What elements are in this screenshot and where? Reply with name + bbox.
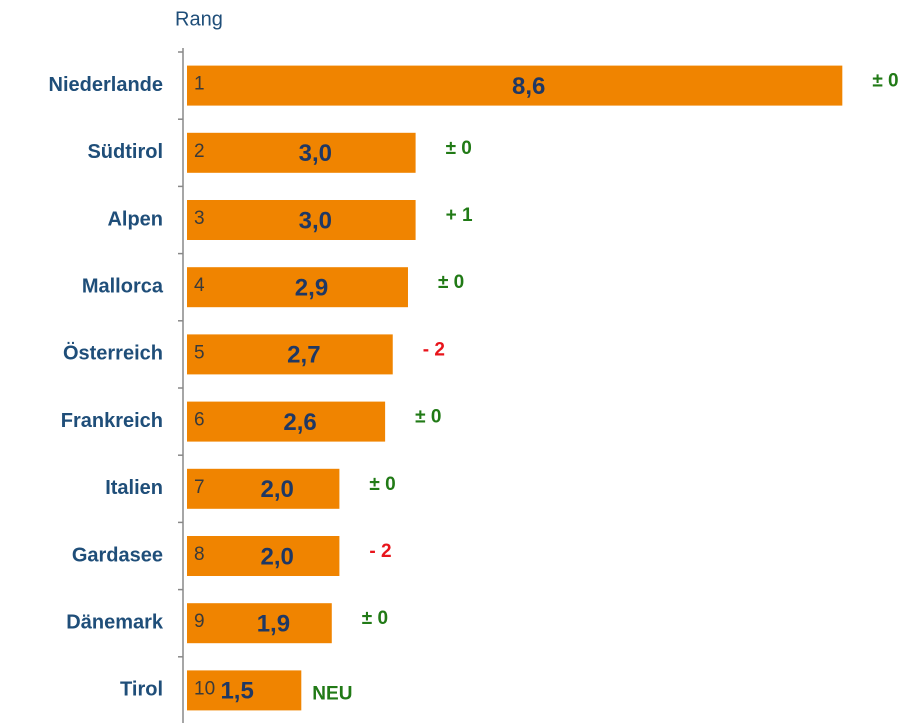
rank-label: 4 (194, 275, 205, 296)
category-label: Italien (105, 477, 163, 499)
rank-label: 5 (194, 342, 205, 363)
category-label: Frankreich (61, 410, 163, 432)
rank-label: 8 (194, 544, 205, 565)
rank-label: 3 (194, 208, 205, 229)
value-label: 1,9 (257, 611, 290, 638)
category-label: Niederlande (49, 74, 163, 96)
change-label: ± 0 (415, 407, 441, 428)
value-label: 3,0 (299, 207, 332, 234)
bar (187, 334, 393, 375)
bar (187, 200, 416, 240)
change-label: ± 0 (438, 272, 464, 293)
change-label: - 2 (369, 541, 391, 562)
rank-label: 10 (194, 678, 215, 699)
axis-label: Rang (175, 8, 223, 30)
change-label: ± 0 (369, 474, 395, 495)
category-label: Tirol (120, 679, 163, 701)
value-label: 3,0 (299, 140, 332, 167)
rank-label: 9 (194, 611, 205, 632)
rank-label: 7 (194, 477, 205, 498)
value-label: 1,5 (220, 678, 253, 705)
bar (187, 536, 340, 576)
rank-label: 1 (194, 74, 205, 95)
category-label: Gardasee (72, 544, 163, 566)
value-label: 2,0 (261, 476, 294, 503)
change-label: ± 0 (362, 608, 388, 629)
value-label: 8,6 (512, 73, 545, 100)
bar (187, 65, 843, 106)
category-label: Südtirol (87, 141, 163, 163)
value-label: 2,0 (261, 543, 294, 570)
bar (187, 603, 332, 644)
value-label: 2,9 (295, 275, 328, 302)
rank-label: 2 (194, 141, 205, 162)
category-label: Dänemark (66, 611, 164, 633)
bar (187, 267, 408, 308)
change-label: ± 0 (446, 138, 472, 159)
category-label: Alpen (107, 208, 163, 230)
bar (187, 401, 386, 442)
category-label: Österreich (63, 342, 163, 365)
value-label: 2,6 (283, 409, 316, 436)
category-label: Mallorca (82, 275, 164, 297)
change-label: + 1 (446, 205, 473, 226)
rank-label: 6 (194, 410, 205, 431)
change-label: - 2 (423, 339, 445, 360)
value-label: 2,7 (287, 342, 320, 369)
change-label: ± 0 (872, 71, 898, 92)
bar (187, 132, 416, 173)
change-label: NEU (312, 683, 352, 704)
bar (187, 468, 340, 509)
bar (187, 670, 302, 711)
